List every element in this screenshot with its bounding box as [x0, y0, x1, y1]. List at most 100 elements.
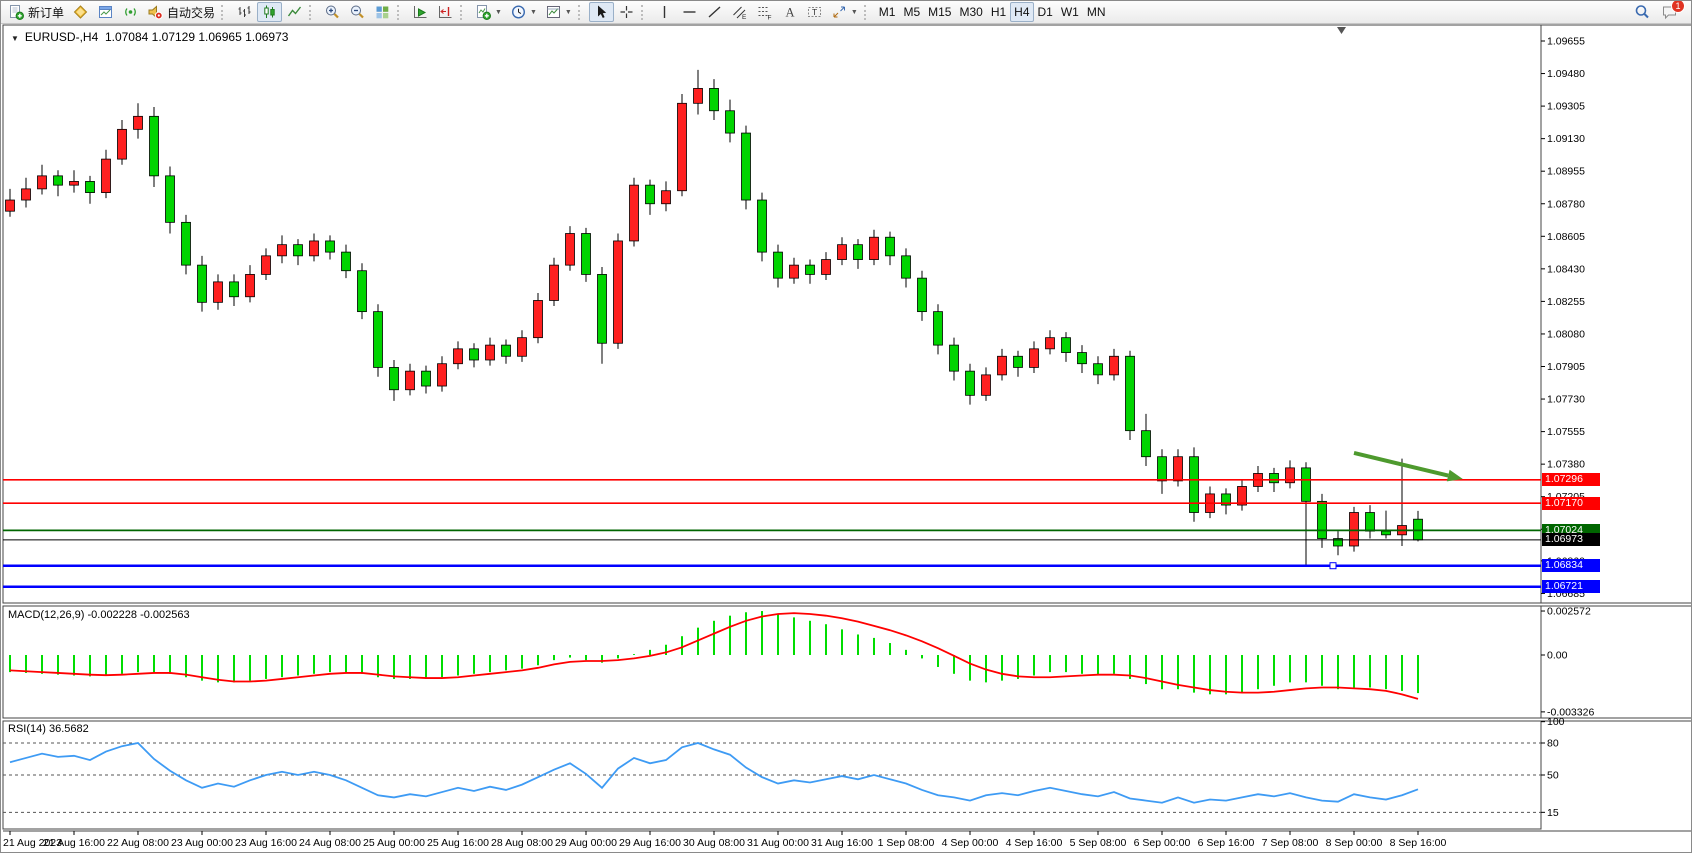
candle-body	[1157, 456, 1167, 482]
candle-body	[1013, 355, 1023, 368]
candle-body	[341, 251, 351, 272]
price-tick-label: 1.08080	[1547, 328, 1585, 340]
signals-button[interactable]	[118, 2, 143, 22]
text-button[interactable]: A	[777, 2, 802, 22]
candle-body	[101, 158, 111, 193]
tf-mn-button[interactable]: MN	[1083, 2, 1110, 22]
rsi-axis-label: 15	[1547, 807, 1559, 819]
crosshair-icon	[618, 4, 635, 20]
tf-m1-button[interactable]: M1	[875, 2, 900, 22]
new-order-button[interactable]: 新订单	[4, 2, 68, 22]
new-order-label: 新订单	[28, 5, 65, 20]
fibonacci-button[interactable]: F	[752, 2, 777, 22]
time-tick-label: 8 Sep 00:00	[1326, 837, 1383, 849]
notifications-button[interactable]: 1	[1661, 1, 1685, 20]
tf-m30-label: M30	[959, 5, 983, 19]
arrows-button[interactable]: ▼	[827, 2, 862, 22]
equidistant-channel-button[interactable]: E	[727, 2, 752, 22]
zoom-out-button[interactable]	[345, 2, 370, 22]
bar-chart-button[interactable]	[232, 2, 257, 22]
horizontal-line-button[interactable]	[677, 2, 702, 22]
chart-shift-button[interactable]	[433, 2, 458, 22]
chart-style-button[interactable]	[68, 2, 93, 22]
price-tick-label: 1.07555	[1547, 426, 1585, 438]
macd-signal-line	[9, 612, 1419, 700]
toolbar: 新订单 自动交易 ▼ ▼ ▼ E F A T ▼ M1 M5 M15 M30 H1 H4 D1 W1 MN 1	[1, 1, 1691, 24]
vertical-line-button[interactable]	[652, 2, 677, 22]
dropdown-arrow-icon: ▼	[529, 8, 537, 16]
cursor-button[interactable]	[588, 2, 614, 22]
tf-m5-button[interactable]: M5	[899, 2, 924, 22]
toolbar-grip	[460, 4, 467, 20]
autotrading-label: 自动交易	[167, 5, 216, 20]
time-tick-label: 21 Aug 2023	[3, 837, 62, 849]
dropdown-arrow-icon: ▼	[564, 8, 572, 16]
candle-body	[453, 348, 463, 365]
auto-scroll-button[interactable]	[408, 2, 433, 22]
text-icon: A	[781, 4, 798, 20]
arrow-annotation[interactable]	[1353, 451, 1449, 478]
periods-button[interactable]: ▼	[506, 2, 541, 22]
autoscroll-icon	[412, 4, 429, 20]
cursor-icon	[593, 4, 610, 20]
candle-body	[5, 199, 15, 212]
candle-body	[741, 132, 751, 201]
toolbar-grip	[309, 4, 316, 20]
tf-h1-button[interactable]: H1	[987, 2, 1010, 22]
time-tick-label: 7 Sep 08:00	[1262, 837, 1319, 849]
time-tick-label: 4 Sep 16:00	[1006, 837, 1063, 849]
hline-handle[interactable]	[1329, 562, 1337, 570]
tf-m1-label: M1	[878, 5, 896, 19]
candle-body	[229, 281, 239, 298]
candle-body	[549, 264, 559, 301]
candle-body	[1029, 348, 1039, 368]
time-tick-label: 1 Sep 08:00	[878, 837, 935, 849]
text-label-button[interactable]: T	[802, 2, 827, 22]
line-chart-button[interactable]	[282, 2, 307, 22]
tile-windows-button[interactable]	[370, 2, 395, 22]
tile-windows-icon	[374, 4, 391, 20]
signal-icon	[122, 4, 139, 20]
svg-text:A: A	[785, 6, 794, 20]
zoom-out-icon	[349, 4, 366, 20]
indicators-button[interactable]: ▼	[471, 2, 506, 22]
candle-body	[85, 181, 95, 193]
chart-shift-marker[interactable]	[1337, 27, 1346, 34]
symbol-dropdown-icon[interactable]: ▼	[11, 34, 19, 43]
autotrading-button[interactable]: 自动交易	[143, 2, 219, 22]
search-button[interactable]	[1634, 4, 1651, 20]
tf-d1-button[interactable]: D1	[1034, 2, 1057, 22]
main-pane-border	[2, 24, 1542, 604]
candle-body	[805, 264, 815, 275]
tf-w1-button[interactable]: W1	[1057, 2, 1083, 22]
candle-body	[821, 259, 831, 275]
templates-button[interactable]: ▼	[541, 2, 576, 22]
candle-body	[565, 233, 575, 266]
chart-shift-icon	[437, 4, 454, 20]
candle-body	[1317, 500, 1327, 539]
arrows-icon	[831, 4, 848, 20]
candle-body	[725, 110, 735, 134]
price-tick-label: 1.09130	[1547, 133, 1585, 145]
candle-body	[965, 370, 975, 396]
toolbar-grip	[863, 4, 871, 20]
crosshair-button[interactable]	[614, 2, 639, 22]
candle-body	[1301, 467, 1311, 502]
tf-h4-button[interactable]: H4	[1010, 2, 1034, 22]
candle-body	[1333, 538, 1343, 547]
zoom-in-icon	[324, 4, 341, 20]
time-tick-label: 31 Aug 00:00	[747, 837, 809, 849]
candle-chart-button[interactable]	[257, 2, 283, 22]
tf-m15-button[interactable]: M15	[924, 2, 955, 22]
trendline-button[interactable]	[702, 2, 727, 22]
dropdown-arrow-icon: ▼	[850, 8, 858, 16]
candle-body	[1045, 337, 1055, 350]
candle-body	[869, 236, 879, 260]
tf-m30-button[interactable]: M30	[955, 2, 986, 22]
tf-m5-label: M5	[903, 5, 921, 19]
market-watch-button[interactable]	[93, 2, 118, 22]
zoom-in-button[interactable]	[320, 2, 345, 22]
label-icon: T	[806, 4, 823, 20]
